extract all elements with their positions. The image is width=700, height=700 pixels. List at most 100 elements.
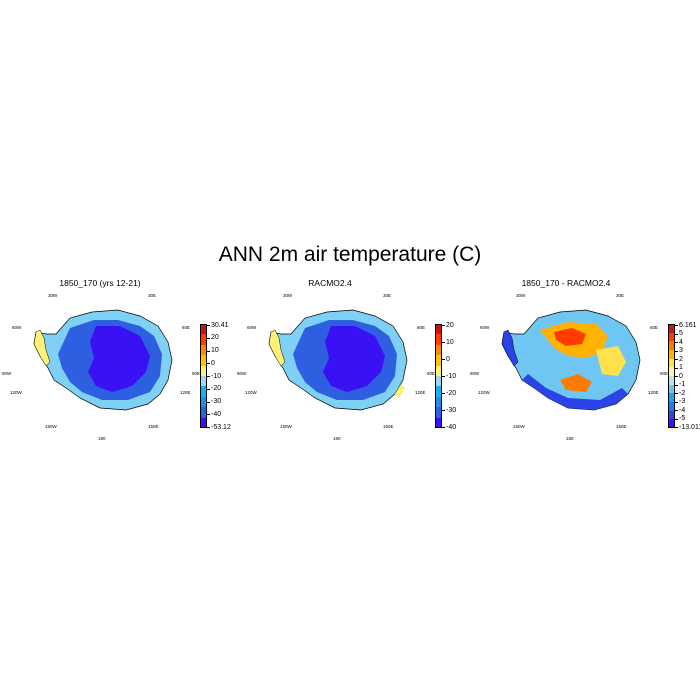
lon-label: 60E — [182, 325, 191, 330]
antarctica-map — [501, 309, 641, 411]
colorbar-label: -10 — [211, 372, 222, 380]
colorbar-swatch — [668, 384, 675, 394]
lon-label: 150E — [148, 424, 159, 429]
colorbar-label: 10 — [211, 347, 219, 354]
colorbar-tick — [675, 401, 678, 403]
lon-label: 60W — [480, 325, 490, 330]
colorbar-tick — [207, 325, 210, 326]
colorbar-swatch — [200, 396, 207, 408]
lon-label: 120E — [648, 390, 659, 395]
colorbar-tick — [207, 414, 210, 416]
warm-edge — [395, 384, 405, 398]
lon-label: 30W — [283, 293, 293, 298]
colorbar-label: -53.12 — [211, 423, 231, 431]
colorbar-tick — [442, 359, 445, 360]
colorbar-swatch — [200, 344, 207, 356]
colorbar-label: -20 — [446, 389, 457, 397]
lon-label: 120E — [415, 390, 426, 395]
colorbar-label: 20 — [446, 321, 454, 329]
colorbar-swatch — [435, 324, 442, 335]
colorbar-swatch — [200, 355, 207, 366]
colorbar-tick — [675, 410, 678, 411]
peninsula — [268, 329, 286, 367]
colorbar-swatch — [668, 324, 675, 333]
colorbar-label: -4 — [679, 406, 686, 414]
panel-title: RACMO2.4 — [308, 278, 352, 288]
lon-label: 180 — [98, 436, 106, 441]
warm-east — [596, 346, 626, 376]
colorbar-swatch — [668, 402, 675, 411]
colorbar-tick — [442, 427, 445, 428]
colorbar-label: -2 — [679, 389, 686, 397]
colorbar-swatch — [200, 417, 207, 428]
colorbar-swatch — [200, 324, 207, 335]
colorbar-tick — [207, 427, 210, 428]
colorbar-swatch — [668, 341, 675, 350]
colorbar-label: 2 — [679, 355, 683, 363]
peninsula — [33, 329, 51, 367]
colorbar-label: -40 — [446, 423, 457, 431]
colorbar-swatch — [200, 334, 207, 345]
colorbar-label: -40 — [211, 410, 222, 418]
colorbar-tick — [442, 342, 445, 343]
colorbar-swatch — [435, 344, 442, 356]
lon-label: 90E — [660, 371, 669, 376]
colorbar-tick — [675, 393, 678, 394]
map-panel-racmo: RACMO2.4 30W 30E 60W 60E 90W 90E 120W 12… — [235, 276, 465, 446]
lon-label: 150W — [513, 424, 525, 429]
colorbar-swatch — [200, 407, 207, 418]
colorbar-label: -13.011 — [679, 423, 700, 431]
lon-label: 30E — [148, 293, 157, 298]
colorbar-swatch — [435, 407, 442, 418]
lon-label: 60W — [247, 325, 257, 330]
colorbar-swatch — [668, 419, 675, 428]
lon-label: 60W — [12, 325, 22, 330]
region-plateau — [323, 326, 385, 392]
colorbar-label: -1 — [679, 381, 686, 388]
colorbar-label: 20 — [211, 334, 219, 342]
lon-label: 90E — [192, 371, 201, 376]
colorbar-swatch — [668, 376, 675, 385]
colorbar-label: -10 — [446, 372, 457, 380]
lon-label: 150E — [383, 424, 394, 429]
colorbar-label: 3 — [679, 347, 683, 354]
colorbar-label: -30 — [446, 406, 457, 414]
colorbar-swatch — [200, 386, 207, 397]
colorbar-tick — [675, 333, 678, 335]
colorbar-tick — [442, 393, 445, 394]
colorbar-tick — [675, 342, 678, 343]
colorbar-label: 0 — [679, 372, 683, 380]
map-panel-difference: 1850_170 - RACMO2.4 30W 30E 60W 60E 90W … — [468, 276, 700, 446]
colorbar-swatch — [435, 376, 442, 387]
lon-label: 30E — [616, 293, 625, 298]
colorbar-swatch — [435, 355, 442, 366]
colorbar-tick — [207, 350, 210, 352]
lon-label: 30W — [516, 293, 526, 298]
lon-label: 90W — [470, 371, 480, 376]
lon-label: 150W — [280, 424, 292, 429]
lon-label: 180 — [333, 436, 341, 441]
colorbar-swatch — [668, 410, 675, 420]
colorbar-tick — [207, 401, 210, 403]
colorbar-swatch — [668, 393, 675, 402]
colorbar-label: 6.161 — [679, 321, 697, 329]
colorbar-swatch — [668, 367, 675, 376]
lon-label: 120W — [245, 390, 257, 395]
colorbar-swatch — [200, 376, 207, 387]
colorbar-swatch — [435, 396, 442, 408]
colorbar-swatch — [668, 358, 675, 368]
colorbar-tick — [675, 367, 678, 369]
panel-title: 1850_170 (yrs 12-21) — [59, 278, 141, 288]
colorbar-label: -20 — [211, 385, 222, 393]
colorbar-label: -3 — [679, 398, 686, 405]
colorbar-swatch — [435, 334, 442, 345]
lon-label: 30E — [383, 293, 392, 298]
cold-edge — [522, 374, 628, 410]
colorbar-tick — [675, 350, 678, 352]
lon-label: 60E — [650, 325, 659, 330]
colorbar-tick — [442, 325, 445, 326]
colorbar-label: 1 — [679, 364, 683, 371]
colorbar-swatch — [668, 350, 675, 359]
colorbar-tick — [675, 427, 678, 428]
lon-label: 120E — [180, 390, 191, 395]
